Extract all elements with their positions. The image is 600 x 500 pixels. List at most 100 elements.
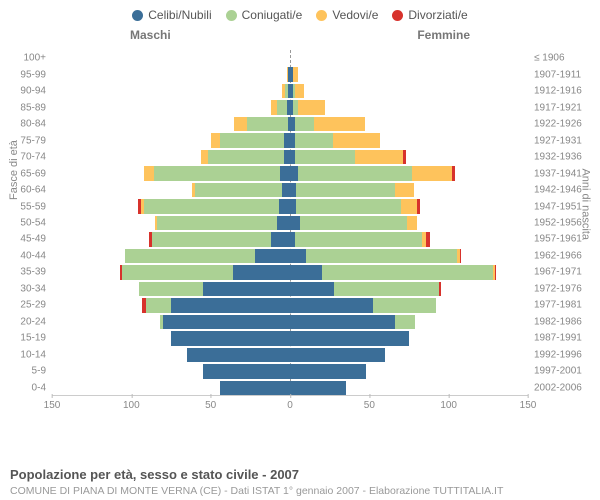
- birth-year-label: 1907-1911: [528, 69, 581, 80]
- legend: Celibi/Nubili Coniugati/e Vedovi/e Divorzia…: [0, 8, 600, 22]
- bar-segment-married: [295, 117, 314, 131]
- x-tick: 50: [364, 400, 375, 411]
- legend-item: Vedovi/e: [316, 8, 378, 22]
- bar-segment-widowed: [333, 133, 381, 147]
- male-half: [52, 363, 290, 379]
- male-half: [52, 198, 290, 214]
- bar-segment-married: [296, 199, 401, 213]
- female-half: [290, 165, 528, 181]
- age-bucket-label: 0-4: [32, 382, 52, 393]
- male-half: [52, 116, 290, 132]
- bar-segment-widowed: [141, 199, 144, 213]
- birth-year-label: 1912-1916: [528, 86, 582, 97]
- female-half: [290, 149, 528, 165]
- male-half: [52, 50, 290, 66]
- female-half: [290, 231, 528, 247]
- female-half: [290, 66, 528, 82]
- age-row: 30-341972-1976: [52, 281, 528, 297]
- birth-year-label: 1942-1946: [528, 185, 582, 196]
- age-row: 90-941912-1916: [52, 83, 528, 99]
- age-bucket-label: 5-9: [32, 366, 52, 377]
- birth-year-label: 1932-1936: [528, 152, 582, 163]
- bar-segment-single: [290, 216, 300, 230]
- birth-year-label: 1927-1931: [528, 135, 582, 146]
- legend-item: Coniugati/e: [226, 8, 303, 22]
- x-tick: 150: [44, 400, 61, 411]
- birth-year-label: ≤ 1906: [528, 53, 565, 64]
- bar-segment-widowed: [234, 117, 247, 131]
- female-half: [290, 50, 528, 66]
- male-half: [52, 215, 290, 231]
- female-half: [290, 198, 528, 214]
- bar-segment-divorced: [417, 199, 420, 213]
- birth-year-label: 1937-1941: [528, 168, 582, 179]
- age-row: 40-441962-1966: [52, 248, 528, 264]
- age-row: 5-91997-2001: [52, 363, 528, 379]
- x-tick-label: 150: [44, 400, 61, 411]
- bar-segment-married: [160, 315, 163, 329]
- bar-segment-married: [208, 150, 284, 164]
- age-row: 70-741932-1936: [52, 149, 528, 165]
- bar-segment-single: [163, 315, 290, 329]
- bar-segment-divorced: [439, 282, 441, 296]
- legend-label: Coniugati/e: [242, 8, 303, 22]
- bar-segment-divorced: [120, 265, 122, 279]
- age-bucket-label: 80-84: [20, 119, 52, 130]
- x-tick: 0: [287, 400, 293, 411]
- x-tick-label: 50: [205, 400, 216, 411]
- bar-segment-widowed: [295, 84, 305, 98]
- x-tick-label: 150: [520, 400, 537, 411]
- legend-label: Divorziati/e: [408, 8, 467, 22]
- age-bucket-label: 30-34: [20, 283, 52, 294]
- bar-segment-single: [171, 298, 290, 312]
- bar-segment-divorced: [138, 199, 141, 213]
- male-half: [52, 149, 290, 165]
- birth-year-label: 1987-1991: [528, 333, 582, 344]
- bar-segment-single: [290, 282, 334, 296]
- bar-segment-single: [255, 249, 290, 263]
- bar-segment-married: [154, 166, 281, 180]
- bar-segment-widowed: [271, 100, 277, 114]
- age-bucket-label: 35-39: [20, 267, 52, 278]
- x-axis: 15010050050100150: [52, 400, 528, 424]
- chart-subtitle: COMUNE DI PIANA DI MONTE VERNA (CE) - Da…: [10, 485, 503, 497]
- bar-segment-widowed: [144, 166, 154, 180]
- age-bucket-label: 100+: [23, 53, 52, 64]
- legend-swatch: [226, 10, 237, 21]
- bar-segment-divorced: [452, 166, 455, 180]
- bar-segment-single: [290, 381, 346, 395]
- bar-segment-single: [203, 282, 290, 296]
- bar-segment-single: [290, 331, 409, 345]
- age-bucket-label: 95-99: [20, 69, 52, 80]
- bar-segment-married: [296, 183, 394, 197]
- bar-segment-married: [295, 150, 355, 164]
- age-row: 95-991907-1911: [52, 66, 528, 82]
- x-tick-label: 100: [440, 400, 457, 411]
- bar-segment-widowed: [298, 100, 325, 114]
- bar-segment-single: [279, 199, 290, 213]
- legend-label: Vedovi/e: [332, 8, 378, 22]
- legend-label: Celibi/Nubili: [148, 8, 211, 22]
- male-half: [52, 165, 290, 181]
- male-half: [52, 281, 290, 297]
- bar-segment-single: [220, 381, 290, 395]
- female-half: [290, 297, 528, 313]
- chart-title: Popolazione per età, sesso e stato civil…: [10, 467, 299, 482]
- bar-segment-single: [187, 348, 290, 362]
- bar-segment-widowed: [407, 216, 417, 230]
- age-bucket-label: 50-54: [20, 217, 52, 228]
- rows-container: 100+≤ 190695-991907-191190-941912-191685…: [52, 50, 528, 396]
- female-half: [290, 215, 528, 231]
- bar-segment-married: [373, 298, 436, 312]
- bar-segment-married: [298, 166, 412, 180]
- bar-segment-single: [290, 364, 366, 378]
- male-half: [52, 132, 290, 148]
- bar-segment-divorced: [426, 232, 429, 246]
- male-half: [52, 347, 290, 363]
- female-half: [290, 83, 528, 99]
- birth-year-label: 1957-1961: [528, 234, 582, 245]
- bar-segment-single: [203, 364, 290, 378]
- age-row: 15-191987-1991: [52, 330, 528, 346]
- bar-segment-single: [290, 315, 395, 329]
- bar-segment-widowed: [287, 67, 289, 81]
